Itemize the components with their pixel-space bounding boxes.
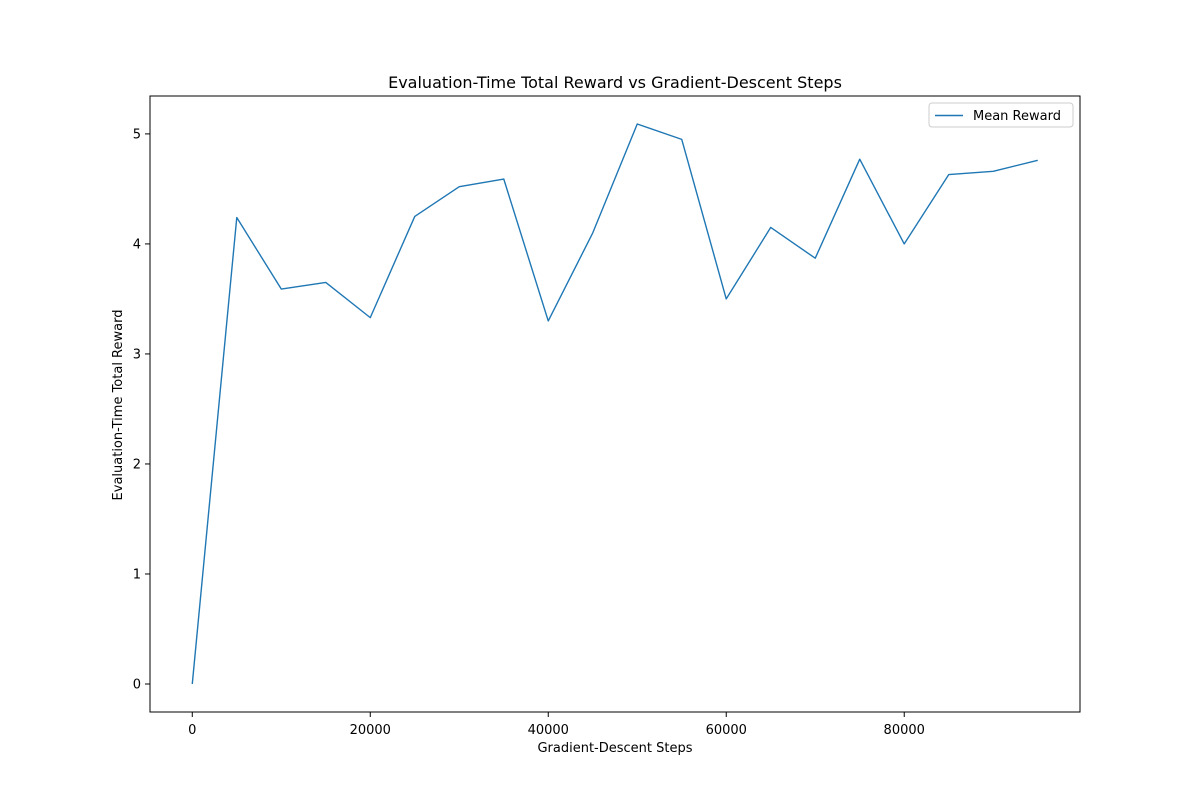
plot-frame bbox=[149, 95, 1081, 713]
legend-label: Mean Reward bbox=[973, 109, 1061, 124]
series-line-0 bbox=[191, 123, 1038, 685]
legend-box bbox=[928, 102, 1074, 128]
y-tick-label: 0 bbox=[133, 678, 141, 693]
y-tick-label: 5 bbox=[133, 127, 141, 142]
x-tick-label: 60000 bbox=[706, 723, 747, 738]
x-tick-label: 80000 bbox=[884, 723, 925, 738]
x-tick-label: 0 bbox=[188, 723, 196, 738]
plot-content bbox=[191, 123, 1038, 685]
y-tick-label: 1 bbox=[133, 567, 141, 582]
x-tick-label: 40000 bbox=[528, 723, 569, 738]
y-tick-label: 4 bbox=[133, 237, 141, 252]
x-axis-ticks: 0 20000 40000 60000 80000 bbox=[188, 712, 925, 738]
y-axis-ticks: 0 1 2 3 4 5 bbox=[133, 127, 150, 693]
y-tick-label: 2 bbox=[133, 457, 141, 472]
x-axis-label: Gradient-Descent Steps bbox=[537, 741, 692, 756]
chart-title: Evaluation-Time Total Reward vs Gradient… bbox=[388, 73, 842, 92]
x-tick-label: 20000 bbox=[350, 723, 391, 738]
y-tick-label: 3 bbox=[133, 347, 141, 362]
legend: Mean Reward bbox=[928, 102, 1074, 128]
y-axis-label: Evaluation-Time Total Reward bbox=[111, 310, 126, 501]
